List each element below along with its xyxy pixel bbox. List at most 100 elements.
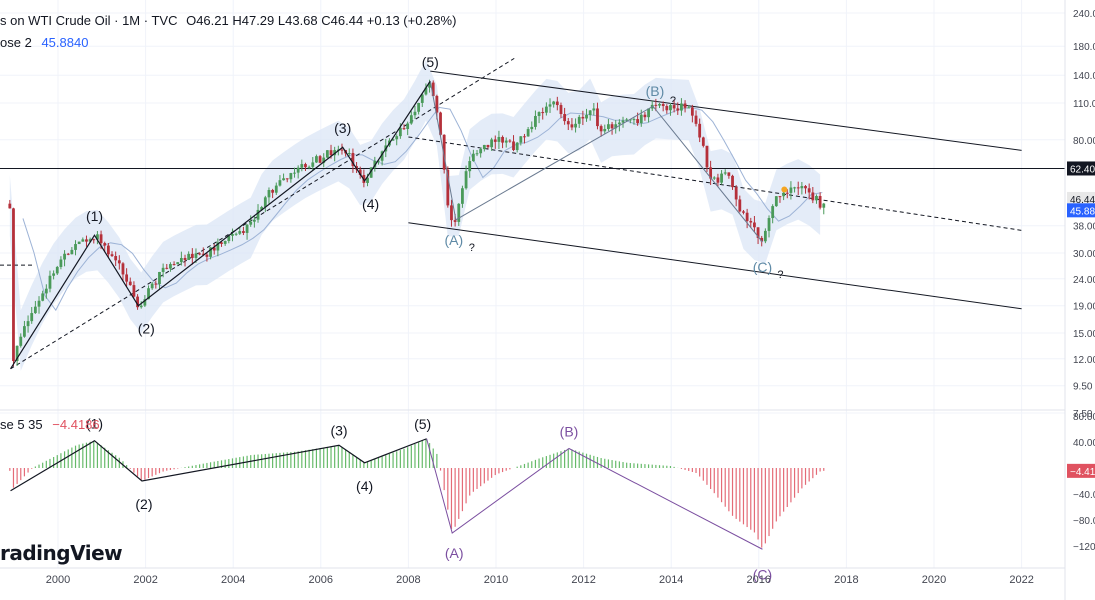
candle-down xyxy=(318,156,322,163)
candle-up xyxy=(19,336,23,346)
time-axis-label: 2016 xyxy=(747,574,771,586)
marker-dot xyxy=(781,186,788,193)
candle-up xyxy=(26,321,30,327)
candle-down xyxy=(672,105,676,109)
channel-lower-line xyxy=(408,222,1022,310)
time-axis-label: 2008 xyxy=(396,574,420,586)
candle-up xyxy=(245,224,249,233)
candle-down xyxy=(807,188,811,193)
wave-labels: (1) (2) (3) (4) (5) (A) ? (B)? (C) ? (1) (2) (3) (4) (… xyxy=(86,54,788,582)
candle-up xyxy=(669,105,672,111)
candle-down xyxy=(796,187,800,189)
candle-up xyxy=(577,116,581,124)
ma-legend: ose 2 45.8840 xyxy=(0,35,88,50)
candle-down xyxy=(818,196,822,208)
ohlc-values: O46.21 H47.29 L43.68 C46.44 +0.13 (+0.28… xyxy=(186,13,457,28)
candle-down xyxy=(599,126,603,132)
candle-down xyxy=(705,145,709,168)
candle-up xyxy=(782,192,786,197)
wave-label-1: (1) xyxy=(86,208,103,224)
channel-upper-line xyxy=(430,70,1022,151)
candle-up xyxy=(263,197,267,208)
osc-tick-label: 40.00 xyxy=(1073,438,1095,449)
candle-down xyxy=(358,169,362,175)
time-axis-label: 2012 xyxy=(571,574,595,586)
candle-up xyxy=(274,185,278,193)
candle-up xyxy=(252,219,256,222)
candle-up xyxy=(607,124,610,129)
price-tick-label: 180.00 xyxy=(1073,42,1095,53)
price-tick-label: 9.50 xyxy=(1073,382,1093,393)
candle-down xyxy=(99,234,103,244)
candle-down xyxy=(190,253,194,258)
candle-down xyxy=(555,101,559,106)
candle-up xyxy=(311,162,315,167)
candle-up xyxy=(391,139,395,141)
candle-up xyxy=(260,207,264,210)
candle-down xyxy=(205,254,209,257)
osc-tick-label: −120.00 xyxy=(1073,542,1095,553)
candle-up xyxy=(293,172,296,174)
candle-up xyxy=(15,345,19,362)
candle-up xyxy=(592,108,596,111)
candle-up xyxy=(176,262,180,265)
candle-up xyxy=(614,124,618,129)
candlestick-series xyxy=(8,79,826,367)
candle-up xyxy=(771,206,775,219)
candle-up xyxy=(52,273,56,276)
candle-down xyxy=(785,192,789,194)
candle-up xyxy=(504,140,508,143)
candle-up xyxy=(347,152,351,154)
osc-tick-label: 80.00 xyxy=(1073,412,1095,423)
candle-down xyxy=(760,237,764,242)
price-tick-label: 12.00 xyxy=(1073,355,1095,366)
candle-down xyxy=(596,108,599,127)
price-tick-label: 15.00 xyxy=(1073,329,1095,340)
candle-up xyxy=(88,239,92,242)
candle-up xyxy=(234,233,238,235)
candle-up xyxy=(720,173,723,183)
candle-up xyxy=(468,161,472,172)
candle-up xyxy=(475,153,479,155)
envelope-band xyxy=(9,59,821,371)
candle-down xyxy=(121,263,125,275)
candle-down xyxy=(304,164,307,168)
time-axis-label: 2002 xyxy=(133,574,157,586)
candle-up xyxy=(63,253,66,260)
candle-up xyxy=(544,106,548,113)
candle-up xyxy=(712,177,716,179)
time-axis-label: 2022 xyxy=(1009,574,1033,586)
osc-value: −4.4186 xyxy=(52,417,100,432)
time-axis-label: 2018 xyxy=(834,574,858,586)
candle-down xyxy=(439,112,442,135)
ma-label: ose 2 xyxy=(0,35,32,50)
candle-up xyxy=(680,103,683,111)
candle-up xyxy=(77,241,81,245)
candle-down xyxy=(125,274,129,282)
time-axis-label: 2010 xyxy=(484,574,508,586)
candle-down xyxy=(778,196,782,198)
candle-down xyxy=(106,245,110,255)
candle-up xyxy=(30,313,34,322)
candle-up xyxy=(209,247,212,257)
candle-down xyxy=(716,177,720,183)
current-price-label-bg xyxy=(1067,191,1095,206)
candle-up xyxy=(267,190,271,198)
candle-down xyxy=(446,169,450,206)
candle-down xyxy=(110,254,114,257)
candle-down xyxy=(402,128,406,130)
candle-up xyxy=(377,160,380,162)
osc-corrective-line xyxy=(426,438,763,550)
candle-up xyxy=(55,266,59,274)
candle-up xyxy=(249,221,253,225)
candle-down xyxy=(351,152,355,167)
candle-down xyxy=(566,121,570,125)
candle-up xyxy=(96,234,99,240)
candle-down xyxy=(242,231,245,233)
candle-up xyxy=(723,172,727,174)
candle-up xyxy=(515,142,519,151)
candle-up xyxy=(585,114,588,119)
candle-down xyxy=(453,220,457,222)
candle-up xyxy=(289,173,293,180)
